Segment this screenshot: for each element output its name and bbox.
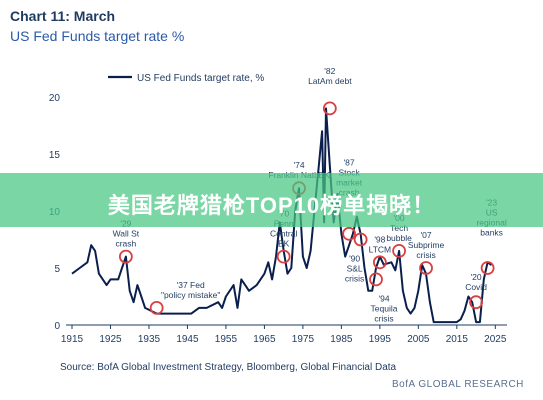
event-label: banks bbox=[480, 227, 503, 237]
event-circle bbox=[322, 101, 337, 116]
x-tick-label: 1965 bbox=[253, 334, 276, 345]
event-label: Covid bbox=[465, 282, 487, 292]
event-label: '07 bbox=[420, 230, 431, 240]
chart-title: Chart 11: March bbox=[10, 8, 116, 24]
chart-subtitle: US Fed Funds target rate % bbox=[10, 28, 185, 44]
legend-label: US Fed Funds target rate, % bbox=[137, 73, 264, 84]
event-label: Central bbox=[270, 229, 298, 239]
event-label: bubble bbox=[386, 233, 412, 243]
y-tick-label: 5 bbox=[54, 264, 60, 275]
source-note: Source: BofA Global Investment Strategy,… bbox=[60, 362, 397, 373]
event-circle bbox=[149, 300, 164, 315]
event-circle bbox=[276, 249, 291, 264]
event-label: '20 bbox=[471, 272, 482, 282]
event-label: crisis bbox=[374, 313, 393, 323]
x-tick-label: 1915 bbox=[61, 334, 84, 345]
overlay-banner-text: 美国老牌猎枪TOP10榜单揭晓！ bbox=[107, 193, 436, 218]
event-label: S&L bbox=[347, 264, 363, 274]
event-circle bbox=[353, 232, 368, 247]
x-tick-label: 2025 bbox=[484, 334, 507, 345]
x-tick-label: 2015 bbox=[446, 334, 469, 345]
event-label: '94 bbox=[378, 293, 389, 303]
event-label: '90 bbox=[349, 254, 360, 264]
event-circle bbox=[480, 261, 495, 275]
x-tick-label: 1975 bbox=[292, 334, 315, 345]
series-line-fed-funds bbox=[71, 107, 493, 324]
event-label: LTCM bbox=[369, 244, 392, 254]
x-tick-label: 2005 bbox=[407, 334, 430, 345]
event-circle bbox=[469, 295, 483, 310]
x-tick-label: 1925 bbox=[99, 334, 122, 345]
event-circle bbox=[372, 255, 387, 270]
event-label: LatAm debt bbox=[308, 76, 352, 86]
event-circle bbox=[419, 261, 433, 275]
legend: US Fed Funds target rate, % bbox=[108, 73, 264, 84]
event-label: '37 Fed bbox=[177, 280, 205, 290]
event-label: crash bbox=[115, 239, 136, 249]
x-tick-label: 1955 bbox=[215, 334, 238, 345]
event-label: Wall St bbox=[113, 229, 140, 239]
event-annotation: '37 Fed"policy mistake" bbox=[149, 280, 220, 315]
event-label: '98 bbox=[374, 234, 385, 244]
event-label: Subprime bbox=[408, 240, 445, 250]
event-label: Tech bbox=[390, 223, 408, 233]
y-tick-label: 20 bbox=[49, 93, 61, 104]
brand-label: BofA GLOBAL RESEARCH bbox=[392, 379, 524, 390]
x-tick-label: 1945 bbox=[176, 334, 199, 345]
event-label: BK bbox=[278, 239, 290, 249]
event-circle bbox=[118, 249, 133, 264]
event-circle bbox=[392, 243, 406, 258]
event-label: '74 bbox=[294, 160, 305, 170]
x-tick-label: 1995 bbox=[369, 334, 392, 345]
y-tick-label: 0 bbox=[54, 321, 60, 332]
event-label: crisis bbox=[345, 274, 364, 284]
y-tick-label: 15 bbox=[49, 150, 61, 161]
event-label: Tequila bbox=[371, 303, 398, 313]
event-circle bbox=[342, 226, 356, 241]
event-label: "policy mistake" bbox=[161, 290, 220, 300]
axis-layer: 1915 1925 1935 1945 1955 1965 1975 1985 1995 2005… bbox=[49, 93, 507, 345]
event-circle bbox=[369, 272, 383, 287]
x-tick-label: 1935 bbox=[138, 334, 161, 345]
event-label: Stock bbox=[338, 167, 360, 177]
event-label: crisis bbox=[416, 250, 435, 260]
line-layer bbox=[71, 107, 493, 324]
overlay-banner bbox=[0, 173, 543, 227]
event-label: '82 bbox=[324, 66, 335, 76]
event-label: '87 bbox=[344, 157, 355, 167]
x-tick-label: 1985 bbox=[330, 334, 353, 345]
